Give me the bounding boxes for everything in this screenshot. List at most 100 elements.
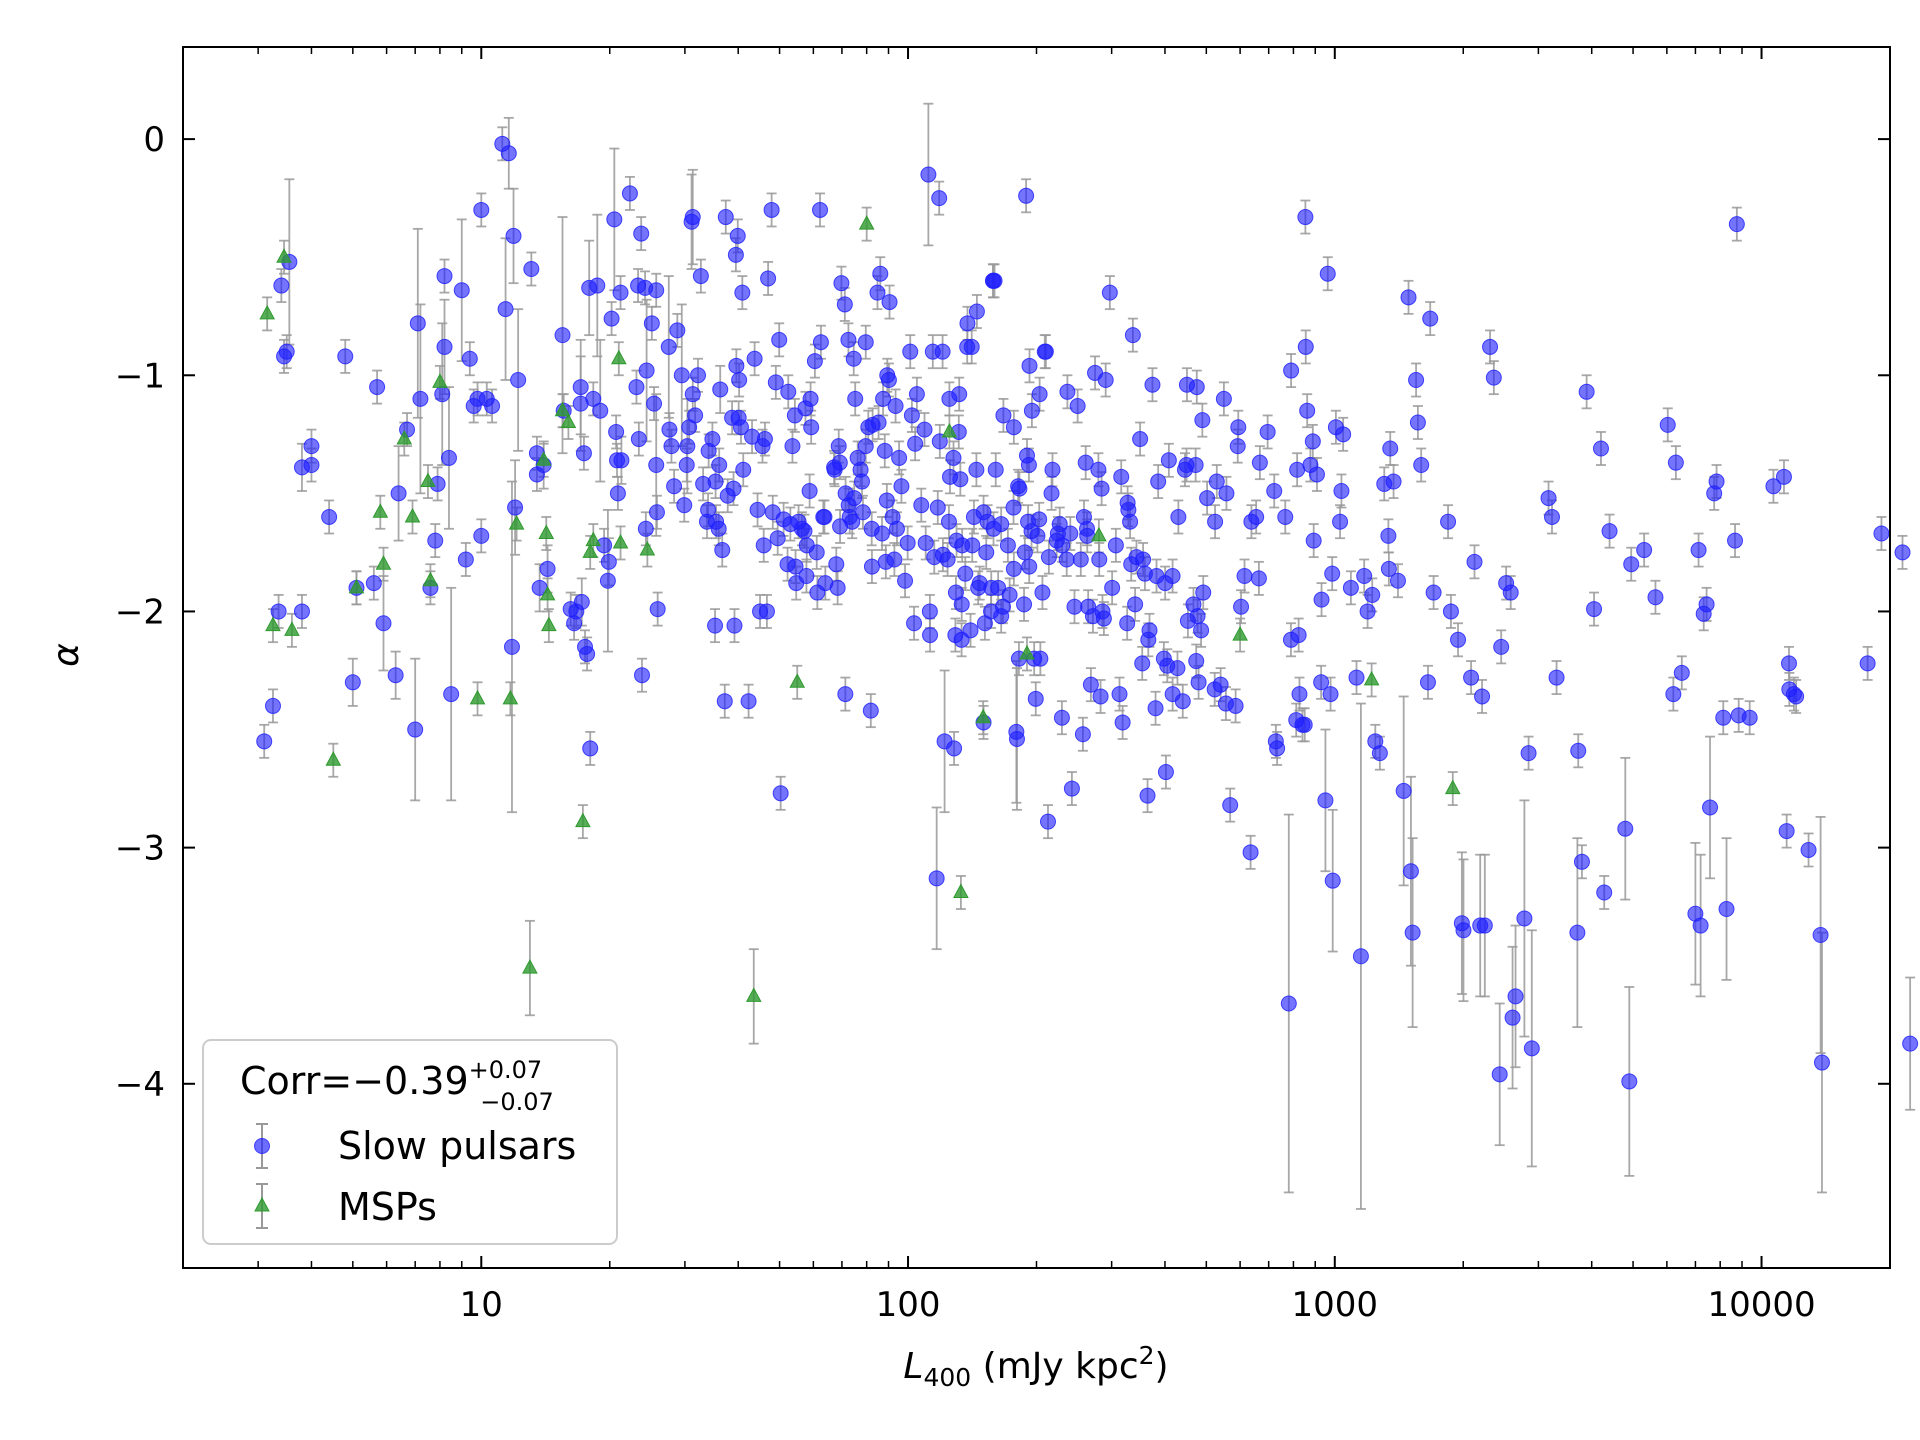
slow-pulsar-point [1040, 549, 1057, 566]
slow-pulsar-point [710, 520, 727, 537]
slow-pulsar-point [337, 348, 354, 365]
slow-pulsar-point [870, 414, 887, 431]
msp-point [259, 304, 276, 320]
msp-point [535, 451, 552, 466]
slow-pulsar-point [903, 407, 920, 424]
slow-pulsar-point [1039, 813, 1056, 830]
slow-pulsar-point [1380, 560, 1397, 577]
slow-pulsar-point [1090, 461, 1107, 478]
slow-pulsar-point [648, 504, 665, 521]
slow-pulsar-point [1037, 343, 1054, 360]
slow-pulsar-point [897, 572, 914, 589]
slow-pulsar-point [1352, 948, 1369, 965]
slow-pulsar-point [1150, 473, 1167, 490]
slow-pulsar-point [1698, 596, 1715, 613]
slow-pulsar-point [756, 431, 773, 448]
slow-pulsar-point [1335, 426, 1352, 443]
slow-pulsar-point [1290, 627, 1307, 644]
slow-pulsar-point [1029, 527, 1046, 544]
slow-pulsar-point [600, 553, 617, 570]
slow-pulsar-point [427, 532, 444, 549]
slow-pulsar-point [649, 601, 666, 618]
slow-pulsar-point [1543, 508, 1560, 525]
legend-title: Corr=−0.39+0.07 −0.07 [240, 1056, 554, 1116]
slow-pulsar-point [673, 367, 690, 384]
slow-pulsar-point [1005, 560, 1022, 577]
slow-pulsar-point [729, 227, 746, 244]
slow-pulsar-point [829, 579, 846, 596]
slow-pulsar-point [1382, 440, 1399, 457]
slow-pulsar-point [1715, 709, 1732, 726]
slow-pulsar-point [934, 343, 951, 360]
slow-pulsar-point [735, 461, 752, 478]
slow-pulsar-point [1493, 638, 1510, 655]
slow-pulsar-point [945, 449, 962, 466]
slow-pulsar-point [755, 537, 772, 554]
slow-pulsar-point [1107, 537, 1124, 554]
slow-pulsar-point [1570, 742, 1587, 759]
msp-point [276, 248, 292, 263]
slow-pulsar-point [440, 449, 457, 466]
slow-pulsar-point [964, 537, 981, 554]
slow-pulsar-point [692, 268, 709, 285]
slow-pulsar-point [1027, 690, 1044, 707]
slow-pulsar-point [1291, 686, 1308, 703]
slow-pulsar-point [612, 284, 629, 301]
slow-pulsar-point [661, 421, 678, 438]
slow-pulsar-point [1212, 676, 1229, 693]
slow-pulsar-point [962, 622, 979, 639]
slow-pulsar-point [734, 284, 751, 301]
slow-pulsar-point [907, 435, 924, 452]
slow-pulsar-point [684, 209, 701, 226]
slow-pulsar-point [633, 667, 650, 684]
slow-pulsar-point [443, 686, 460, 703]
x-tick-label: 100 [876, 1285, 941, 1325]
slow-pulsar-point [987, 461, 1004, 478]
slow-pulsar-point [760, 270, 777, 287]
slow-pulsar-point [959, 315, 976, 332]
slow-pulsar-point [321, 508, 338, 525]
slow-pulsar-point [847, 390, 864, 407]
slow-pulsar-point [678, 457, 695, 474]
slow-pulsar-point [908, 386, 925, 403]
slow-pulsar-point [726, 617, 743, 634]
slow-pulsar-point [303, 457, 320, 474]
slow-pulsar-point [712, 381, 729, 398]
slow-pulsar-point [758, 603, 775, 620]
slow-pulsar-point [1371, 745, 1388, 762]
slow-pulsar-point [638, 362, 655, 379]
slow-pulsar-point [579, 645, 596, 662]
slow-pulsar-point [704, 431, 721, 448]
slow-pulsar-point [921, 603, 938, 620]
slow-pulsar-point [1667, 454, 1684, 471]
slow-pulsar-point [409, 315, 426, 332]
msp-point [469, 689, 486, 705]
slow-pulsar-point [1322, 686, 1339, 703]
slow-pulsar-point [812, 334, 829, 351]
slow-pulsar-point [986, 272, 1003, 289]
msp-point [502, 689, 519, 705]
slow-pulsar-point [746, 350, 763, 367]
slow-pulsar-point [993, 516, 1010, 533]
y-tick-label: −3 [115, 829, 165, 869]
y-tick-label: −1 [115, 356, 165, 396]
slow-pulsar-point [1548, 669, 1565, 686]
slow-pulsar-point [831, 454, 848, 471]
slow-pulsar-point [875, 390, 892, 407]
msp-point [975, 708, 992, 724]
slow-pulsar-point [273, 277, 290, 294]
legend-label-msps: MSPs [338, 1185, 437, 1229]
slow-pulsar-point [1296, 716, 1313, 733]
slow-pulsar-point [1174, 693, 1191, 710]
msp-point [612, 533, 629, 549]
slow-pulsar-point [999, 537, 1016, 554]
slow-pulsar-point [1404, 924, 1421, 941]
msp-point [541, 616, 557, 632]
slow-pulsar-point [1389, 572, 1406, 589]
slow-pulsar-point [953, 596, 970, 613]
slow-pulsar-point [1636, 542, 1653, 559]
slow-pulsar-point [1728, 216, 1745, 233]
slow-pulsar-point [946, 740, 963, 757]
slow-pulsar-point [1692, 917, 1709, 934]
